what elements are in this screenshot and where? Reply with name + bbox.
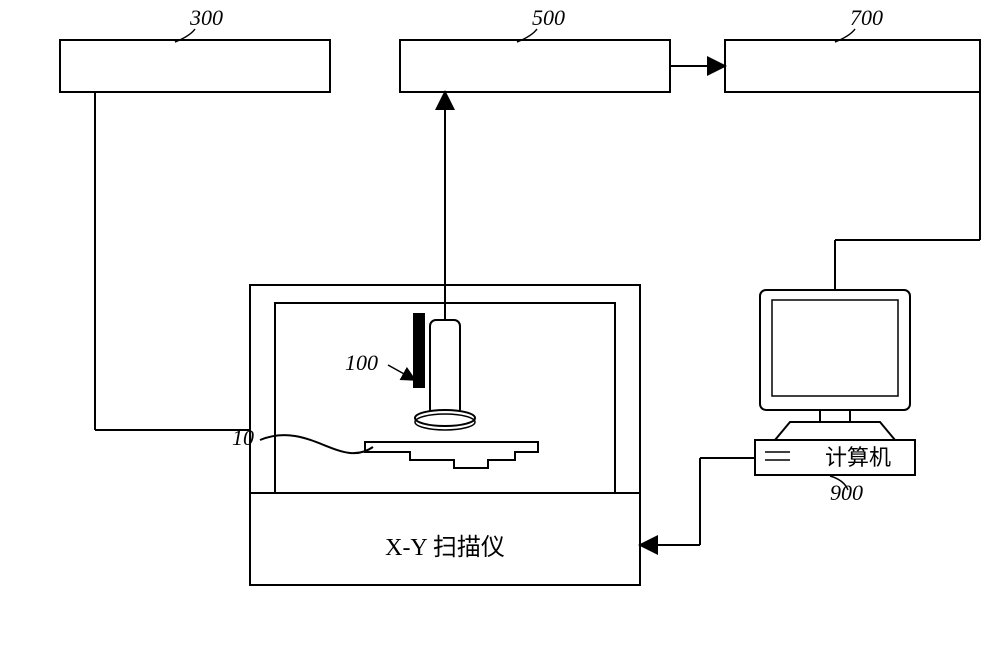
sample-lead-curve [260, 435, 373, 453]
lead-100 [388, 365, 415, 380]
block-500 [400, 40, 670, 92]
probe-sensor-bar [413, 313, 425, 388]
block-300 [60, 40, 330, 92]
probe-flange [415, 410, 475, 426]
label-500: 500 [532, 5, 565, 30]
label-10: 10 [232, 425, 254, 450]
label-300: 300 [189, 5, 223, 30]
label-700: 700 [850, 5, 883, 30]
block-700 [725, 40, 980, 92]
label-100: 100 [345, 350, 378, 375]
computer-label: 计算机 [825, 445, 891, 470]
computer-neck [820, 410, 850, 422]
computer-base [775, 422, 895, 440]
probe-barrel [430, 320, 460, 415]
computer-screen [772, 300, 898, 396]
scanner-label: X-Y 扫描仪 [385, 534, 505, 561]
label-900: 900 [830, 480, 863, 505]
sample-steps [365, 442, 538, 468]
